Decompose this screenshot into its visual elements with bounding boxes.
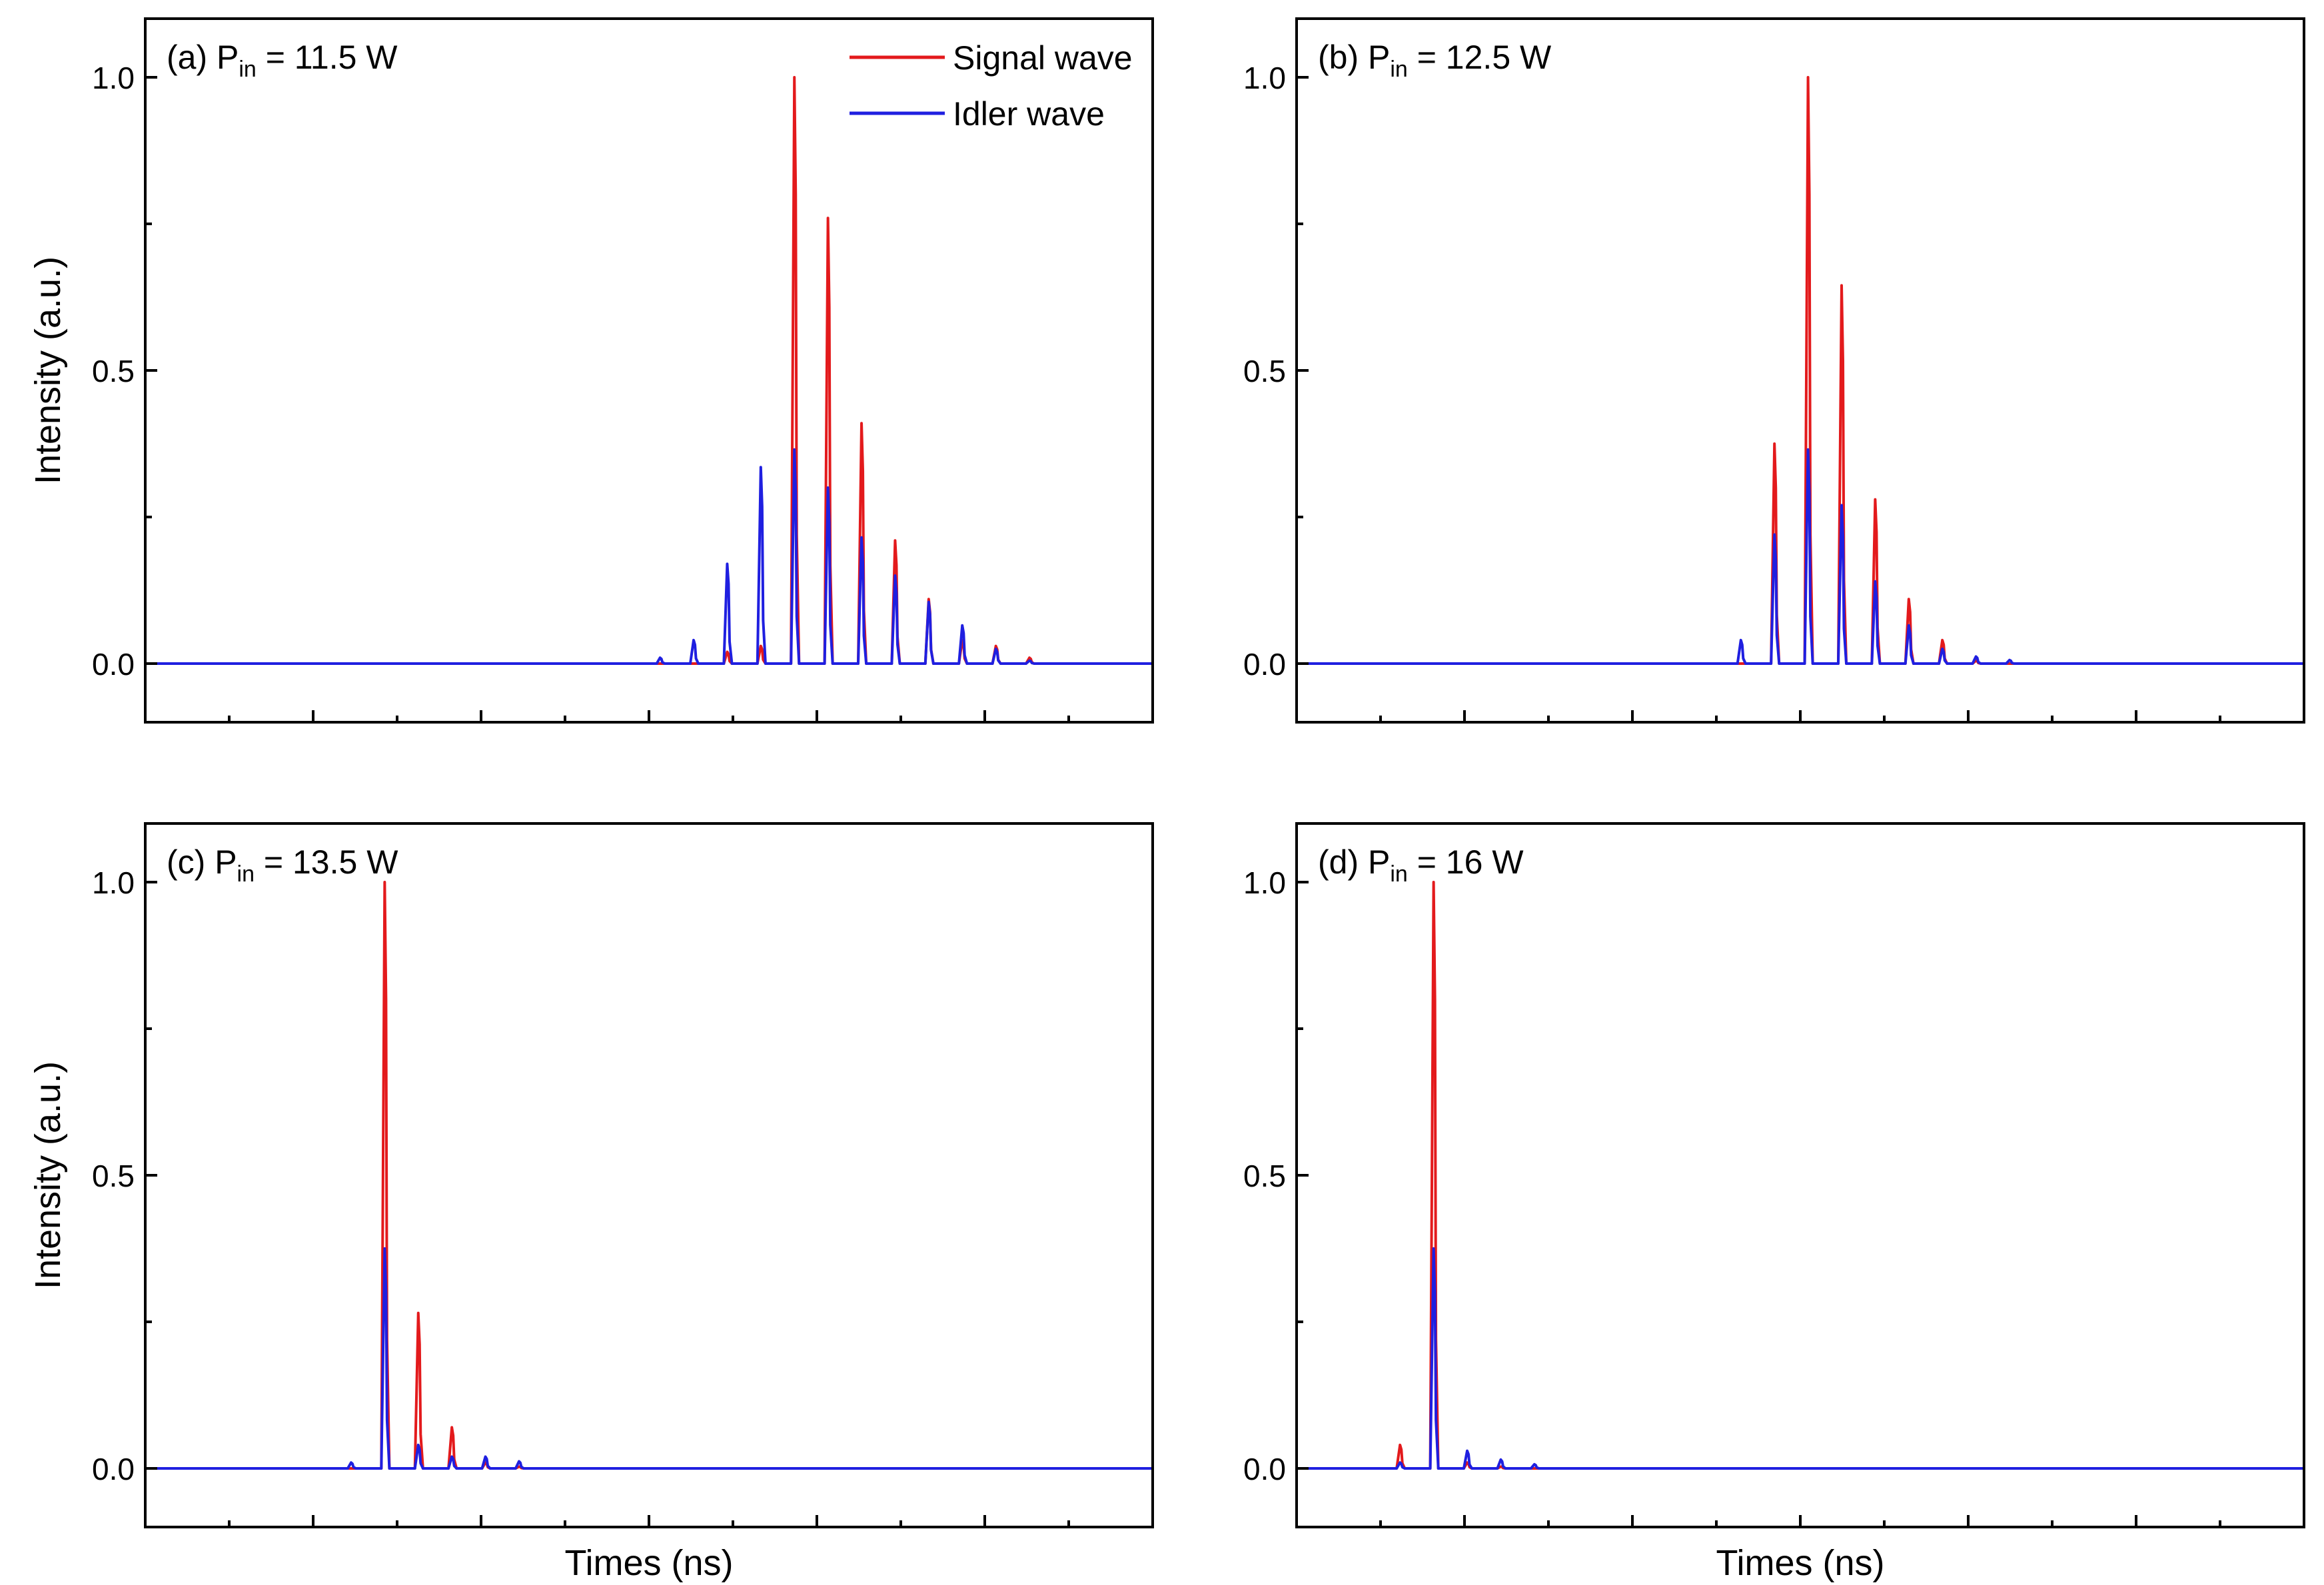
signal-wave-line — [145, 76, 1153, 665]
legend-idler-label: Idler wave — [953, 95, 1105, 133]
y-axis: 0.0 0.5 1.0 — [92, 61, 157, 682]
y-tick-label: 1.0 — [1243, 61, 1286, 95]
axes-frame — [1295, 17, 2305, 724]
axes-frame — [1295, 822, 2305, 1528]
panel-label: (b) Pin = 12.5 W — [1318, 39, 1552, 82]
axes-frame — [144, 822, 1154, 1528]
y-tick-label: 1.0 — [1243, 865, 1286, 900]
x-axis — [1379, 1515, 2221, 1527]
panel-label: (d) Pin = 16 W — [1318, 843, 1524, 887]
y-tick-label: 0.0 — [1243, 1452, 1286, 1486]
idler-wave-line — [1297, 448, 2304, 665]
y-axis-title: Intensity (a.u.) — [28, 257, 68, 484]
panel-label: (a) Pin = 11.5 W — [167, 39, 398, 82]
x-axis — [228, 1515, 1070, 1527]
panel-d: 0.0 0.5 1.0 (d) Pin = 16 W Times (ns) — [1243, 822, 2305, 1583]
x-axis — [228, 710, 1070, 722]
x-axis — [1379, 710, 2221, 722]
y-axis-title: Intensity (a.u.) — [28, 1061, 68, 1289]
idler-wave-line — [145, 1247, 1153, 1470]
legend-signal-label: Signal wave — [953, 39, 1133, 77]
panel-c: 0.0 0.5 1.0 (c) Pin = 13.5 W Intensity (a.u.… — [28, 822, 1154, 1583]
panel-a: 0.0 0.5 1.0 (a) Pin = 11.5 W Intensity (a.u.… — [28, 17, 1154, 724]
y-tick-label: 0.5 — [92, 354, 135, 388]
legend: Signal wave Idler wave — [850, 39, 1133, 133]
y-axis: 0.0 0.5 1.0 — [92, 865, 157, 1486]
idler-wave-line — [1297, 1247, 2304, 1470]
x-axis-title: Times (ns) — [1716, 1543, 1885, 1583]
y-tick-label: 0.5 — [92, 1159, 135, 1193]
y-axis: 0.0 0.5 1.0 — [1243, 865, 1309, 1486]
y-tick-label: 0.0 — [1243, 647, 1286, 682]
plot-area — [1297, 76, 2304, 665]
plot-area — [145, 76, 1153, 665]
x-axis-title: Times (ns) — [565, 1543, 734, 1583]
plot-area — [145, 881, 1153, 1470]
panel-b: 0.0 0.5 1.0 (b) Pin = 12.5 W — [1243, 17, 2305, 724]
signal-wave-line — [1297, 76, 2304, 665]
signal-wave-line — [145, 881, 1153, 1470]
idler-wave-line — [145, 448, 1153, 665]
plot-area — [1297, 881, 2304, 1470]
y-tick-label: 0.5 — [1243, 354, 1286, 388]
y-tick-label: 0.5 — [1243, 1159, 1286, 1193]
panel-label: (c) Pin = 13.5 W — [167, 843, 398, 887]
signal-wave-line — [1297, 881, 2304, 1470]
y-tick-label: 0.0 — [92, 647, 135, 682]
y-tick-label: 0.0 — [92, 1452, 135, 1486]
y-tick-label: 1.0 — [92, 61, 135, 95]
y-axis: 0.0 0.5 1.0 — [1243, 61, 1309, 682]
y-tick-label: 1.0 — [92, 865, 135, 900]
